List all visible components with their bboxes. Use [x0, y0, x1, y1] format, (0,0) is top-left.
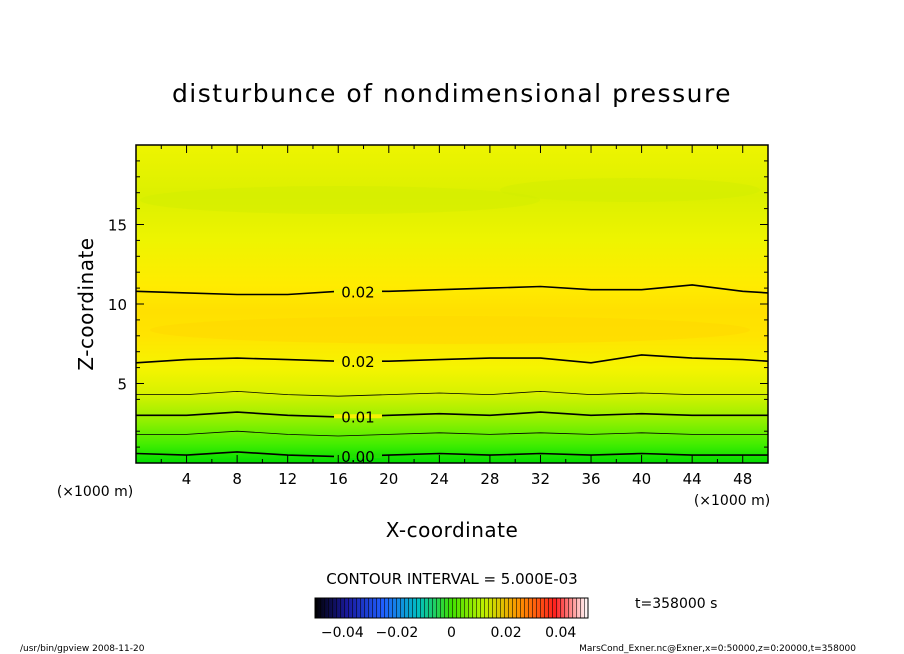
x-tick-label-11: 48: [733, 470, 752, 488]
colorbar-tick-label-1: −0.02: [375, 625, 418, 641]
contour-line-5: [136, 284, 768, 296]
colorbar-tick-label-4: 0.04: [545, 625, 576, 641]
contour-line-0: [136, 451, 768, 458]
y-tick-label-2: 15: [108, 217, 127, 235]
colorbar-ticks: −0.04 −0.02 0 0.02 0.04: [321, 625, 577, 641]
x-tick-label-5: 24: [430, 470, 449, 488]
x-tick-label-2: 12: [278, 470, 297, 488]
colorbar-tick-label-0: −0.04: [321, 625, 364, 641]
contour-line-1: [136, 430, 768, 437]
plot-fill: [136, 145, 768, 463]
x-tick-label-4: 20: [379, 470, 398, 488]
contour-label-0: 0.00: [341, 448, 374, 466]
contour-labels: 0.00 0.01 0.02 0.02: [334, 283, 382, 466]
x-tick-label-3: 16: [329, 470, 348, 488]
x-tick-label-1: 8: [232, 470, 242, 488]
x-tick-label-7: 32: [531, 470, 550, 488]
x-unit-right: (×1000 m): [694, 493, 770, 509]
footer-right: MarsCond_Exner.nc@Exner,x=0:50000,z=0:20…: [579, 644, 856, 654]
x-axis-label: X-coordinate: [386, 518, 519, 542]
contour-label-2: 0.01: [341, 408, 374, 426]
colorbar-tick-label-2: 0: [447, 625, 456, 641]
contour-lines: [136, 284, 768, 458]
contour-label-5: 0.02: [341, 283, 374, 301]
x-axis: 4 8 12 16 20 24 28 32 36 40 44 48: [160, 145, 752, 488]
contour-line-3: [136, 391, 768, 397]
x-tick-label-9: 40: [632, 470, 651, 488]
y-axis-label: Z-coordinate: [74, 237, 98, 370]
colorbar-stripes: [315, 598, 588, 618]
time-label: t=358000 s: [635, 596, 717, 612]
y-tick-label-0: 5: [117, 376, 127, 394]
pressure-max-band: [150, 316, 750, 344]
x-tick-label-0: 4: [182, 470, 192, 488]
upper-blob-1: [140, 186, 540, 214]
footer-left: /usr/bin/gpview 2008-11-20: [20, 644, 145, 654]
y-axis: 5 10 15: [108, 160, 768, 448]
contour-line-4: [136, 354, 768, 364]
y-tick-label-1: 10: [108, 296, 127, 314]
x-unit-left: (×1000 m): [57, 484, 133, 500]
colorbar-tick-label-3: 0.02: [491, 625, 522, 641]
x-tick-label-10: 44: [683, 470, 702, 488]
contour-interval-label: CONTOUR INTERVAL = 5.000E-03: [326, 570, 577, 588]
x-tick-label-6: 28: [480, 470, 499, 488]
x-tick-label-8: 36: [581, 470, 600, 488]
contour-label-4: 0.02: [341, 353, 374, 371]
upper-blob-2: [500, 178, 760, 202]
colorbar-frame: [314, 597, 589, 619]
contour-line-2: [136, 411, 768, 418]
chart-title: disturbunce of nondimensional pressure: [172, 79, 732, 108]
